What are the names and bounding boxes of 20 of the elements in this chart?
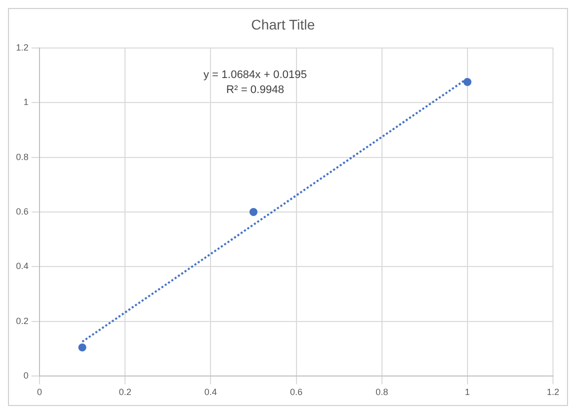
- x-tick-label: 0.6: [290, 387, 303, 398]
- x-tick-label: 0.4: [204, 387, 217, 398]
- y-tick-label: 1: [23, 97, 29, 108]
- y-tick-label: 1.2: [16, 42, 29, 52]
- x-tick-label: 1.2: [546, 387, 560, 398]
- x-tick-label: 0.2: [118, 387, 132, 398]
- x-tick-label: 0: [37, 387, 42, 398]
- y-tick-label: 0.2: [16, 316, 29, 326]
- annotation: R² = 0.9948: [226, 84, 284, 96]
- y-tick-label: 0.6: [16, 206, 29, 216]
- point: [463, 78, 472, 86]
- y-tick-label: 0: [23, 370, 29, 381]
- y-tick-label: 0.8: [16, 152, 29, 162]
- point: [249, 208, 258, 216]
- chart-title: Chart Title: [251, 16, 316, 32]
- y-tick-label: 0.4: [16, 261, 29, 272]
- point: [78, 343, 86, 352]
- x-tick-label: 1: [464, 387, 470, 398]
- annotation: y = 1.0684x + 0.0195: [203, 68, 307, 81]
- x-tick-label: 0.8: [376, 387, 388, 398]
